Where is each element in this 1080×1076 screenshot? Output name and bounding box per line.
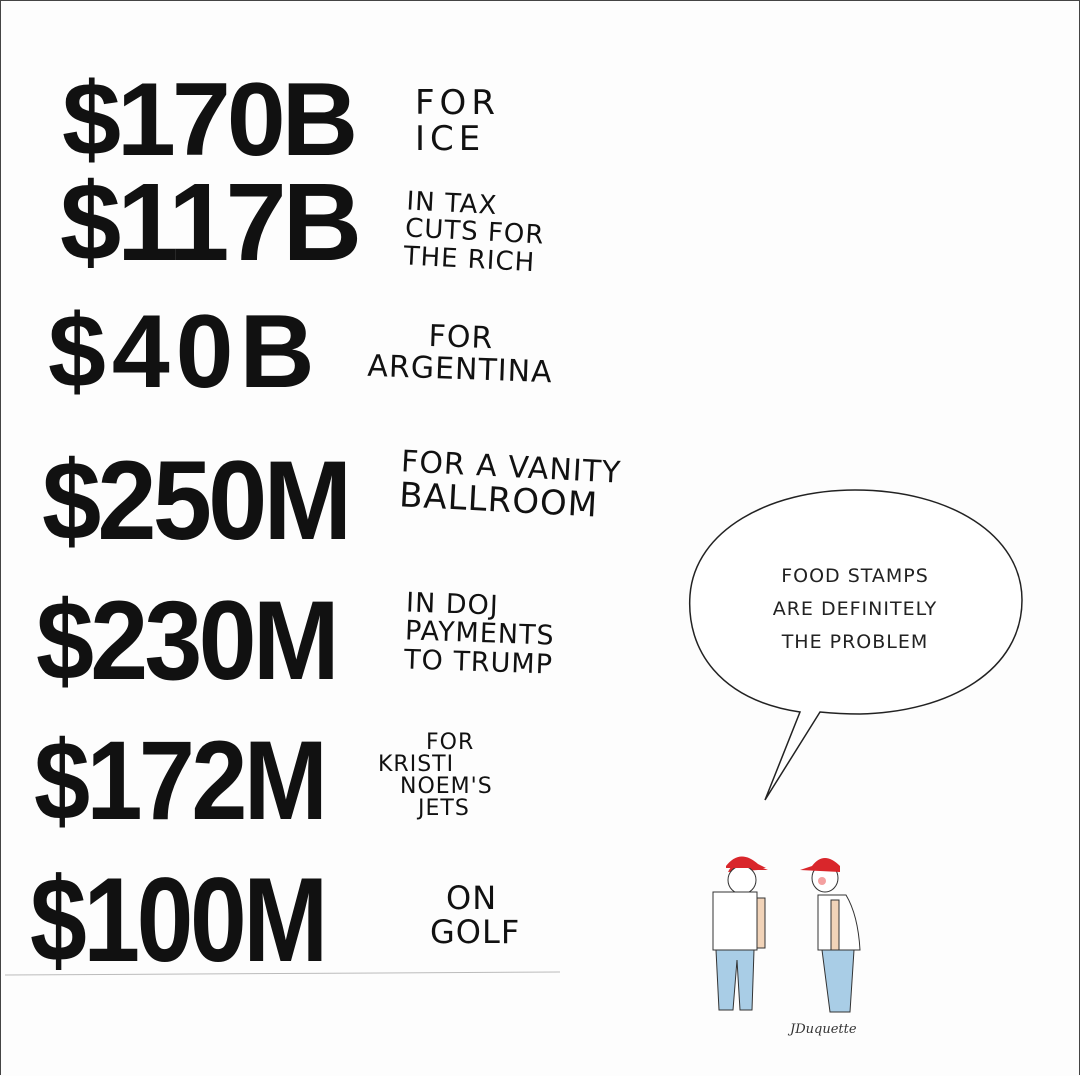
caption-ice: FOR ICE bbox=[415, 83, 500, 159]
caption-golf: ON GOLF bbox=[430, 879, 521, 951]
amount-argentina: $40B bbox=[48, 294, 321, 410]
caption-line: FOR bbox=[426, 730, 475, 755]
speech-line: ARE DEFINITELY bbox=[772, 598, 938, 620]
amount-tax-cuts: $117B bbox=[60, 161, 362, 284]
speech-bubble-text: FOOD STAMPS ARE DEFINITELY THE PROBLEM bbox=[700, 560, 1010, 659]
speech-line: THE PROBLEM bbox=[781, 631, 929, 653]
caption-line: KRISTI bbox=[378, 752, 455, 777]
caption-line: NOEM'S bbox=[400, 774, 493, 799]
speech-line: FOOD STAMPS bbox=[781, 565, 929, 587]
speech-bubble bbox=[688, 489, 1023, 801]
amount-jets: $172M bbox=[34, 718, 328, 843]
caption-jets: FOR KRISTI NOEM'S JETS bbox=[378, 732, 493, 820]
artist-signature: JDuquette bbox=[790, 1022, 857, 1037]
caption-line: JETS bbox=[418, 796, 470, 821]
amount-ballroom: $250M bbox=[42, 438, 352, 563]
figure-right bbox=[800, 858, 861, 1013]
amount-ice: $170B bbox=[62, 62, 358, 178]
caption-line: GOLF bbox=[430, 912, 521, 951]
ground-line bbox=[4, 971, 561, 976]
caption-line: FOR bbox=[415, 83, 500, 123]
amount-doj: $230M bbox=[36, 578, 340, 703]
amount-golf: $100M bbox=[30, 853, 328, 987]
caption-line: ON bbox=[446, 879, 498, 917]
figure-left bbox=[712, 856, 768, 1011]
caption-line: ICE bbox=[415, 118, 486, 159]
